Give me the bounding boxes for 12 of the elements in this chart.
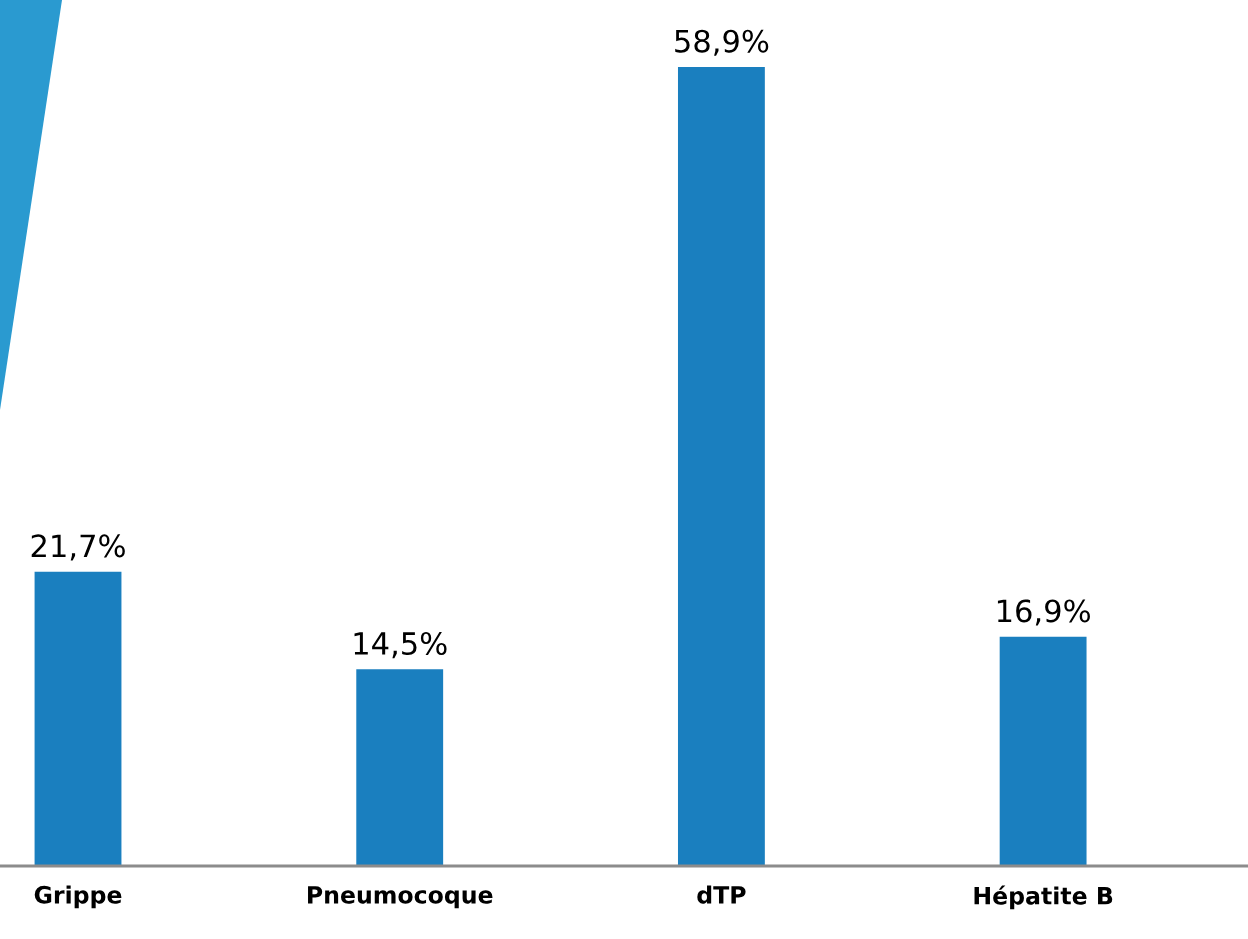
data-label: 14,5% (354, 631, 447, 659)
bar (999, 636, 1087, 866)
data-label: 21,7% (31, 534, 125, 561)
x-tick-label: dTP (697, 885, 746, 904)
data-label: 58,9% (675, 29, 769, 56)
x-tick-label: Hépatite B (974, 885, 1113, 910)
bar (677, 67, 765, 866)
bar (34, 571, 122, 866)
x-tick-label: Grippe (34, 885, 122, 909)
x-tick-label: Pneumocoque (308, 886, 493, 909)
data-label: 16,9% (997, 599, 1090, 626)
bar (356, 669, 444, 866)
